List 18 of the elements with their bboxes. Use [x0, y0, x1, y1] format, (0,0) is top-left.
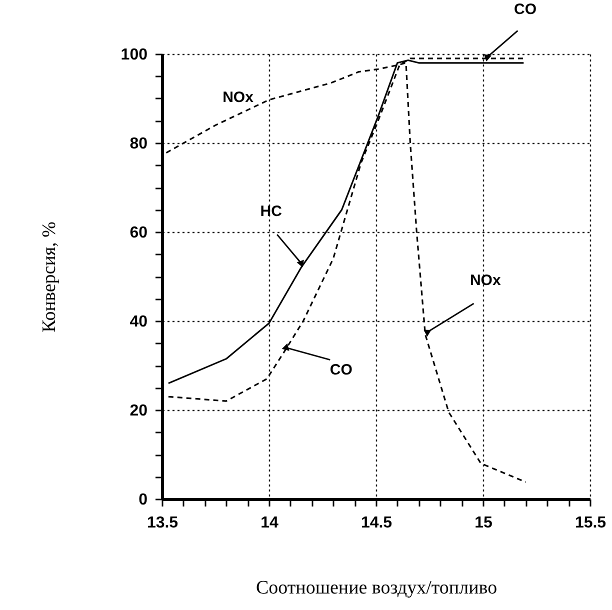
- annotation: HC: [260, 203, 282, 220]
- x-tick-label: 14: [260, 514, 278, 532]
- annotation: NOx: [222, 89, 254, 106]
- annotation: NOx: [470, 272, 502, 290]
- y-tick-label: 20: [130, 402, 148, 420]
- y-tick-label: 40: [130, 314, 148, 330]
- x-tick-label: 14.5: [360, 514, 392, 532]
- y-tick-label: 0: [138, 492, 148, 508]
- x-tick-label: 13.5: [146, 514, 178, 532]
- y-tick-label: 100: [120, 46, 148, 64]
- x-tick-label: 15.5: [574, 514, 606, 532]
- annotation: CO: [514, 1, 537, 18]
- annotation: CO: [330, 362, 353, 379]
- y-tick-label: 80: [130, 136, 148, 152]
- x-axis-title: Соотношение воздух/топливо: [256, 578, 498, 598]
- y-axis-title: Конверсия, %: [38, 221, 60, 332]
- y-tick-label: 60: [130, 224, 148, 242]
- x-tick-label: 15: [474, 514, 492, 532]
